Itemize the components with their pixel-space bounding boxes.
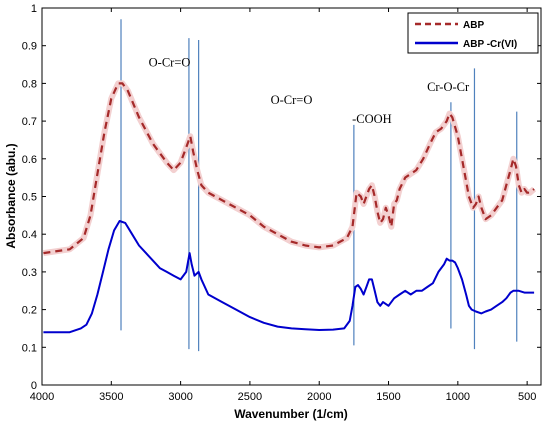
y-tick-label: 0 — [31, 380, 37, 392]
y-tick-label: 0.8 — [22, 78, 37, 90]
y-tick-label: 0.6 — [22, 154, 37, 166]
y-tick-label: 0.1 — [22, 342, 37, 354]
y-tick-label: 0.3 — [22, 267, 37, 279]
legend: ABP ABP -Cr(VI) — [407, 12, 539, 54]
legend-box — [407, 12, 539, 54]
x-tick-label: 2500 — [238, 391, 262, 403]
x-tick-label: 2000 — [307, 391, 331, 403]
y-axis-title: Absorbance (abu.) — [4, 143, 18, 248]
y-tick-label: 1 — [31, 3, 37, 15]
series-line-abp — [43, 82, 535, 255]
peak-annotation: Cr-O-Cr — [427, 80, 470, 94]
x-tick-label: 1000 — [446, 391, 470, 403]
y-tick-label: 0.9 — [22, 41, 37, 53]
x-tick-label: 4000 — [30, 391, 54, 403]
plot-background — [42, 8, 541, 385]
peak-annotation: -COOH — [352, 112, 392, 126]
peak-annotations: O-Cr=O O-Cr=O -COOH Cr-O-Cr — [149, 55, 470, 126]
y-axis-ticks: 0 0.1 0.2 0.3 0.4 0.5 0.6 0.7 0.8 0.9 1 — [22, 3, 541, 392]
y-tick-label: 0.2 — [22, 305, 37, 317]
x-tick-label: 500 — [518, 391, 536, 403]
series-lines — [42, 80, 537, 334]
x-axis-ticks: 4000 3500 3000 2500 2000 1500 1000 500 — [30, 8, 536, 403]
peak-annotation: O-Cr=O — [271, 93, 313, 107]
x-axis-title: Wavenumber (1/cm) — [234, 407, 348, 421]
legend-label-abp-cr: ABP -Cr(VI) — [463, 39, 517, 50]
x-tick-label: 1500 — [376, 391, 400, 403]
peak-annotation: O-Cr=O — [149, 55, 191, 69]
y-tick-label: 0.4 — [22, 229, 37, 241]
x-tick-label: 3000 — [168, 391, 192, 403]
y-tick-label: 0.5 — [22, 192, 37, 204]
legend-label-abp: ABP — [463, 20, 484, 31]
x-tick-label: 3500 — [99, 391, 123, 403]
series-line-abp-cr — [43, 220, 535, 334]
y-tick-label: 0.7 — [22, 116, 37, 128]
